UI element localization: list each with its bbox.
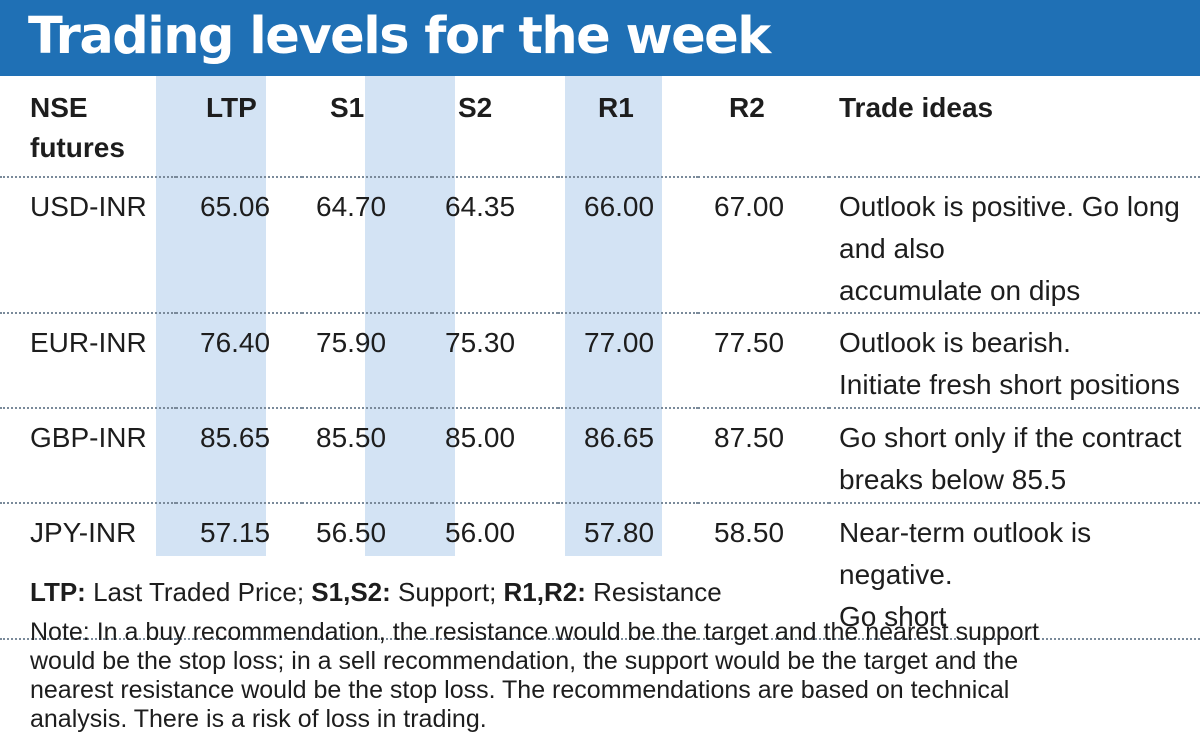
header-nse-futures: NSE futures	[0, 76, 176, 178]
trade-idea-line-1: Near-term outlook is negative.	[839, 517, 1092, 590]
header-r2: R2	[698, 76, 829, 178]
cell-pair: GBP-INR	[0, 408, 176, 504]
table-row: EUR-INR 76.40 75.90 75.30 77.00 77.50 Ou…	[0, 313, 1200, 409]
cell-r2: 87.50	[698, 408, 829, 504]
footer: LTP: Last Traded Price; S1,S2: Support; …	[30, 572, 1180, 734]
trading-levels-table: NSE futures LTP S1 S2 R1 R2 Trade ideas …	[0, 76, 1200, 640]
legend-ltp-key: LTP:	[30, 577, 86, 607]
trade-idea-line-1: Go short only if the contract	[839, 422, 1182, 453]
disclaimer-note: Note: In a buy recommendation, the resis…	[30, 618, 1180, 734]
cell-trade-idea: Go short only if the contract breaks bel…	[829, 408, 1200, 504]
cell-s1: 75.90	[302, 313, 432, 409]
cell-r2: 58.50	[698, 503, 829, 640]
cell-s1: 64.70	[302, 177, 432, 314]
cell-r1: 57.80	[558, 503, 698, 640]
cell-s1: 56.50	[302, 503, 432, 640]
title-bar: Trading levels for the week	[0, 0, 1200, 76]
header-s2: S2	[432, 76, 558, 178]
header-ltp: LTP	[176, 76, 302, 178]
cell-trade-idea: Outlook is positive. Go long and also ac…	[829, 177, 1200, 314]
cell-trade-idea: Near-term outlook is negative. Go short	[829, 503, 1200, 640]
cell-r1: 66.00	[558, 177, 698, 314]
trade-idea-line-2: Initiate fresh short positions	[839, 369, 1180, 400]
table-row: GBP-INR 85.65 85.50 85.00 86.65 87.50 Go…	[0, 408, 1200, 504]
table-row: USD-INR 65.06 64.70 64.35 66.00 67.00 Ou…	[0, 177, 1200, 314]
legend-resistance-value: Resistance	[585, 577, 722, 607]
cell-s2: 85.00	[432, 408, 558, 504]
trade-idea-line-1: Outlook is positive. Go long and also	[839, 191, 1180, 264]
note-line: analysis. There is a risk of loss in tra…	[30, 705, 487, 733]
page-title: Trading levels for the week	[28, 7, 771, 66]
cell-r1: 86.65	[558, 408, 698, 504]
cell-pair: EUR-INR	[0, 313, 176, 409]
cell-ltp: 76.40	[176, 313, 302, 409]
cell-s2: 56.00	[432, 503, 558, 640]
cell-r1: 77.00	[558, 313, 698, 409]
trade-idea-line-2: breaks below 85.5	[839, 464, 1067, 495]
note-line: would be the stop loss; in a sell recomm…	[30, 647, 1019, 675]
header-s1: S1	[302, 76, 432, 178]
trade-idea-line-2: accumulate on dips	[839, 275, 1081, 306]
cell-s2: 64.35	[432, 177, 558, 314]
header-r1: R1	[558, 76, 698, 178]
trade-idea-line-1: Outlook is bearish.	[839, 327, 1071, 358]
legend-support-value: Support;	[390, 577, 504, 607]
cell-s1: 85.50	[302, 408, 432, 504]
cell-pair: JPY-INR	[0, 503, 176, 640]
cell-r2: 67.00	[698, 177, 829, 314]
cell-trade-idea: Outlook is bearish. Initiate fresh short…	[829, 313, 1200, 409]
cell-pair: USD-INR	[0, 177, 176, 314]
cell-ltp: 57.15	[176, 503, 302, 640]
legend-support-key: S1,S2:	[311, 577, 391, 607]
cell-ltp: 85.65	[176, 408, 302, 504]
legend-ltp-value: Last Traded Price;	[85, 577, 312, 607]
note-line: Note: In a buy recommendation, the resis…	[30, 618, 1039, 646]
table-row: JPY-INR 57.15 56.50 56.00 57.80 58.50 Ne…	[0, 503, 1200, 640]
header-trade-ideas: Trade ideas	[829, 76, 1200, 178]
cell-s2: 75.30	[432, 313, 558, 409]
cell-ltp: 65.06	[176, 177, 302, 314]
table-header-row: NSE futures LTP S1 S2 R1 R2 Trade ideas	[0, 76, 1200, 178]
note-line: nearest resistance would be the stop los…	[30, 676, 1010, 704]
trade-idea-line-2: Go short	[839, 601, 947, 632]
legend-resistance-key: R1,R2:	[503, 577, 586, 607]
cell-r2: 77.50	[698, 313, 829, 409]
legend: LTP: Last Traded Price; S1,S2: Support; …	[30, 572, 1180, 612]
